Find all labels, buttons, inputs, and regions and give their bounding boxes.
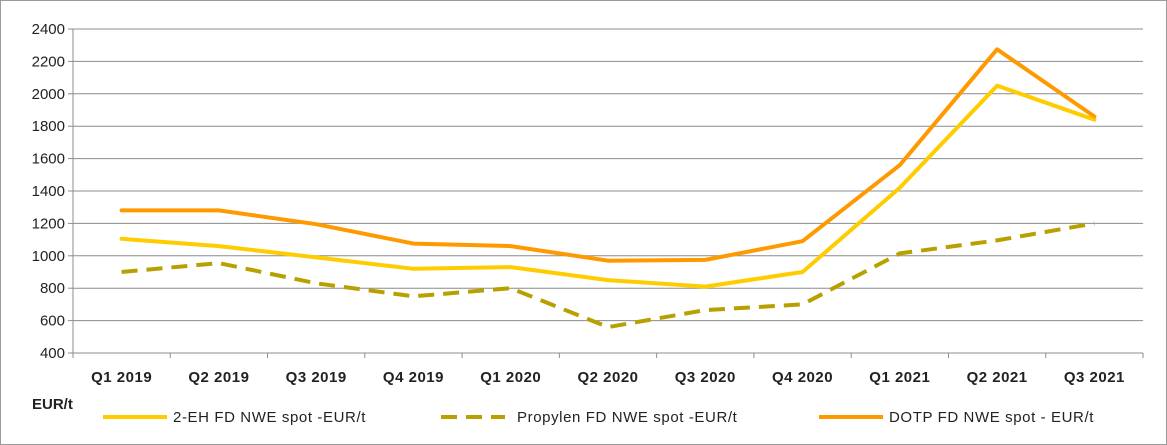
x-tick-label: Q4 2019 — [383, 369, 444, 386]
x-tick-label: Q2 2021 — [967, 369, 1028, 386]
x-tick-label: Q1 2020 — [480, 369, 541, 386]
y-tick-label: 800 — [40, 280, 65, 297]
series-line-2 — [119, 47, 1097, 263]
x-tick-label: Q1 2021 — [869, 369, 930, 386]
y-tick-label: 1800 — [32, 118, 65, 135]
x-axis-ticks: Q1 2019 Q2 2019 Q3 2019 Q4 2019 Q1 2020 Q2 20… — [91, 369, 1125, 386]
x-tick-label: Q2 2019 — [188, 369, 249, 386]
y-tick-label: 1200 — [32, 215, 65, 232]
legend: 2-EH FD NWE spot -EUR/t Propylen FD NWE s… — [103, 409, 1094, 426]
x-tick-label: Q4 2020 — [772, 369, 833, 386]
unit-label: EUR/t — [32, 396, 73, 413]
y-tick-label: 2400 — [32, 21, 65, 38]
y-tick-label: 2000 — [32, 86, 65, 103]
y-tick-label: 600 — [40, 313, 65, 330]
series-line-0 — [119, 83, 1097, 289]
x-tick-label: Q1 2019 — [91, 369, 152, 386]
y-axis-ticks: 400 600 800 1000 1200 1400 1600 1800 2000 2200 240… — [32, 21, 65, 362]
series-line-1 — [121, 221, 1095, 330]
y-tick-label: 1600 — [32, 151, 65, 168]
legend-label-2: DOTP FD NWE spot - EUR/t — [889, 409, 1094, 426]
series-lines — [119, 47, 1097, 330]
y-tick-label: 2200 — [32, 53, 65, 70]
gridlines — [73, 28, 1143, 322]
x-tick-label: Q3 2019 — [286, 369, 347, 386]
x-tick-label: Q3 2021 — [1064, 369, 1125, 386]
legend-label-1: Propylen FD NWE spot -EUR/t — [517, 409, 738, 426]
axes — [68, 28, 1144, 358]
x-tick-label: Q2 2020 — [577, 369, 638, 386]
y-tick-label: 400 — [40, 345, 65, 362]
legend-label-0: 2-EH FD NWE spot -EUR/t — [173, 409, 366, 426]
y-tick-label: 1000 — [32, 248, 65, 265]
x-tick-label: Q3 2020 — [675, 369, 736, 386]
y-tick-label: 1400 — [32, 183, 65, 200]
